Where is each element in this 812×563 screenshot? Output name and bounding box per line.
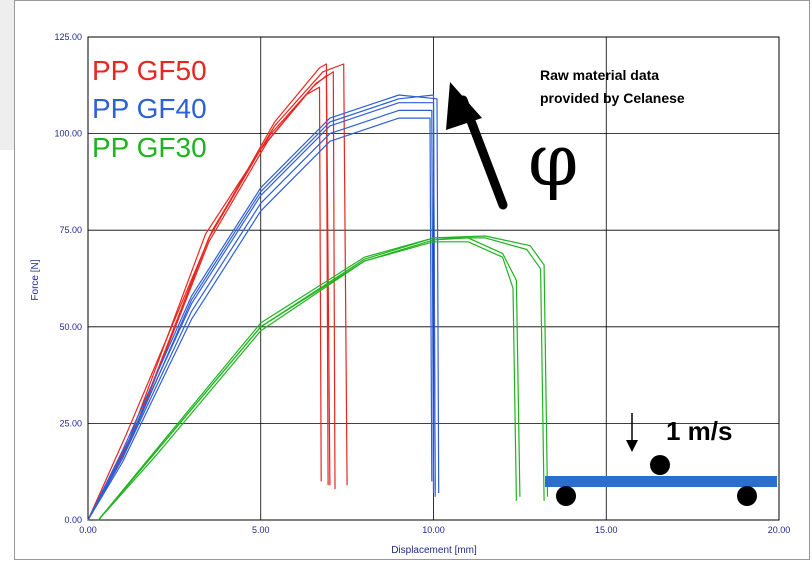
y-tick-label: 125.00 [54,32,82,42]
series-line [87,94,436,521]
series-line [87,102,436,521]
x-tick-label: 5.00 [252,525,270,535]
y-axis-label: Force [N] [30,259,41,300]
tick-labels: 0.00 5.00 10.00 15.00 20.00 0.00 25.00 50.00 75.… [54,32,790,535]
legend-entry-gf30: PP GF30 [92,132,207,163]
legend: PP GF50 PP GF40 PP GF30 [92,55,207,163]
series-line [87,63,348,521]
series-layer [87,63,549,521]
legend-entry-gf40: PP GF40 [92,93,207,124]
y-tick-label: 75.00 [59,225,82,235]
note-line-2: provided by Celanese [540,90,685,106]
speed-label: 1 m/s [666,416,733,446]
series-line [97,235,549,521]
y-tick-label: 0.00 [64,515,82,525]
arrow-icon [446,82,508,210]
series-pp-gf40 [87,94,440,521]
x-tick-label: 10.00 [422,525,445,535]
grid-lines [87,36,780,521]
legend-entry-gf50: PP GF50 [92,55,207,86]
phi-symbol: φ [528,118,578,202]
series-line [87,109,435,521]
series-pp-gf30 [97,235,549,521]
y-tick-label: 100.00 [54,129,82,139]
series-line [87,117,433,521]
x-axis-label: Displacement [mm] [391,545,477,556]
series-line [97,237,521,521]
note-line-1: Raw material data [540,67,659,83]
x-tick-label: 15.00 [595,525,618,535]
x-tick-label: 0.00 [79,525,97,535]
y-tick-label: 50.00 [59,322,82,332]
x-tick-label: 20.00 [768,525,791,535]
impact-fixture-icon [545,413,777,506]
series-line [87,94,440,521]
y-tick-label: 25.00 [59,418,82,428]
